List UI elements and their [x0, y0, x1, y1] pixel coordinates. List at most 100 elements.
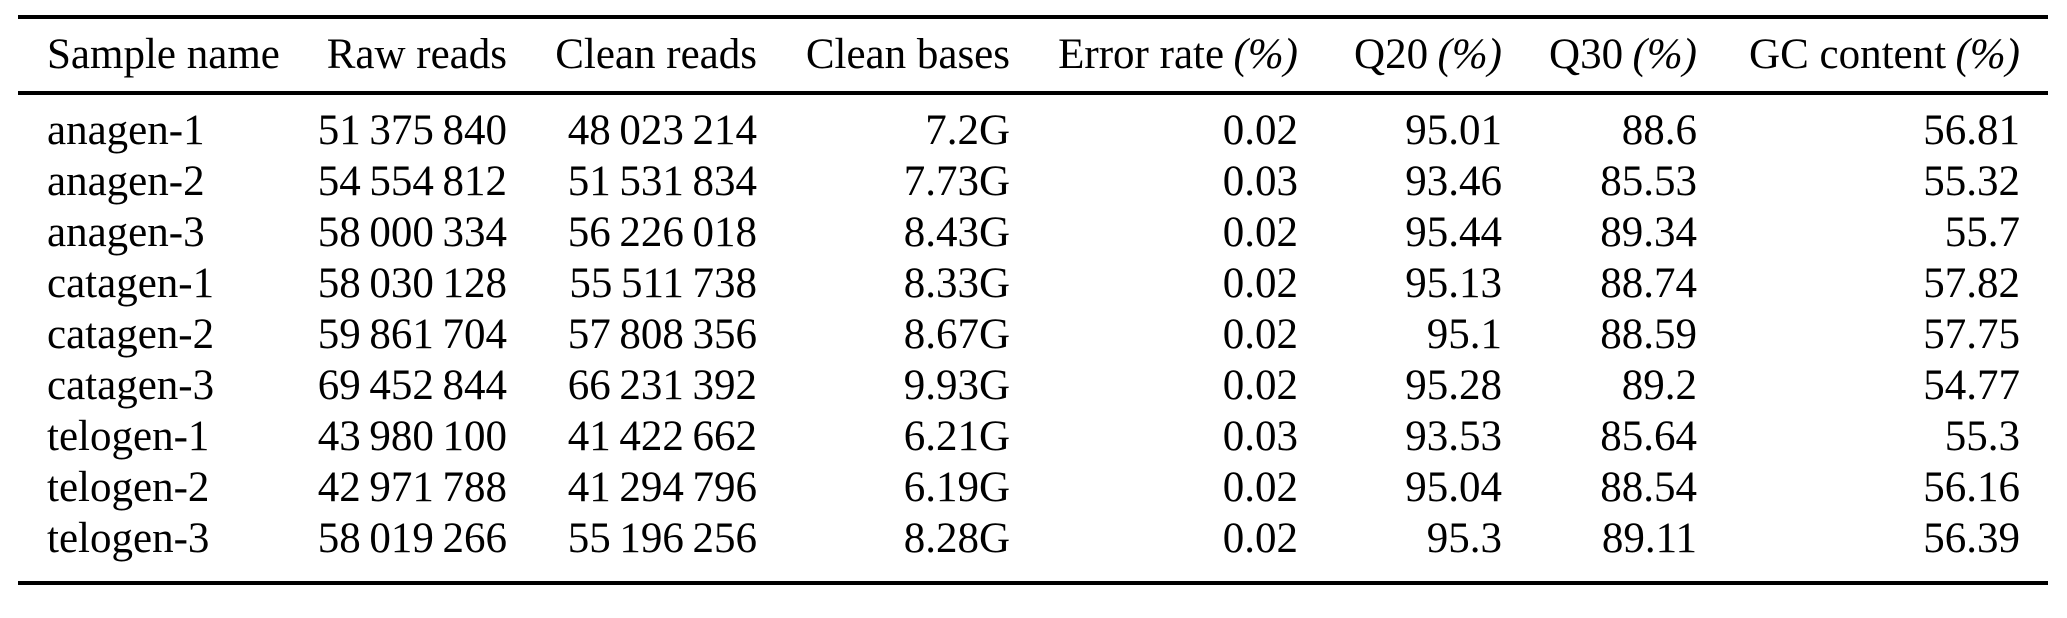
gc-content-cell: 56.81	[1923, 106, 2020, 154]
column-header-label: Clean bases	[805, 31, 1010, 79]
raw-reads-cell: 69 452 844	[317, 361, 507, 409]
clean-bases-cell: 7.2G	[925, 106, 1010, 154]
q20-cell: 93.46	[1405, 157, 1502, 205]
sample-name-cell: anagen-1	[47, 106, 205, 154]
column-header-label: Clean reads	[555, 31, 757, 79]
clean-reads-cell: 55 511 738	[569, 259, 757, 307]
gc-content-cell: 56.39	[1923, 514, 2020, 562]
raw-reads-cell: 54 554 812	[317, 157, 507, 205]
table-row: anagen-1 51 375 840 48 023 214 7.2G 0.02…	[18, 105, 2048, 156]
q20-cell: 95.3	[1426, 514, 1502, 562]
clean-bases-cell: 8.28G	[903, 514, 1010, 562]
column-header-unit: (%)	[1955, 31, 2020, 79]
q20-cell: 93.53	[1405, 412, 1502, 460]
q20-cell: 95.04	[1405, 463, 1502, 511]
clean-reads-cell: 41 422 662	[567, 412, 757, 460]
table-row: catagen-1 58 030 128 55 511 738 8.33G 0.…	[18, 258, 2048, 309]
q30-cell: 85.53	[1600, 157, 1697, 205]
sample-name-cell: telogen-2	[47, 463, 210, 511]
error-rate-cell: 0.02	[1222, 259, 1298, 307]
raw-reads-cell: 43 980 100	[317, 412, 507, 460]
error-rate-cell: 0.02	[1222, 361, 1298, 409]
clean-bases-cell: 6.19G	[903, 463, 1010, 511]
error-rate-cell: 0.02	[1222, 463, 1298, 511]
column-header-gc-content: GC content (%)	[1697, 19, 2048, 95]
gc-content-cell: 56.16	[1923, 463, 2020, 511]
table-row: anagen-3 58 000 334 56 226 018 8.43G 0.0…	[18, 207, 2048, 258]
gc-content-cell: 55.32	[1923, 157, 2020, 205]
clean-reads-cell: 56 226 018	[567, 208, 757, 256]
sample-name-cell: telogen-3	[47, 514, 210, 562]
table-row: telogen-3 58 019 266 55 196 256 8.28G 0.…	[18, 513, 2048, 564]
header-row: Sample name Raw reads Clean reads Clean …	[18, 19, 2048, 95]
gc-content-cell: 55.7	[1944, 208, 2020, 256]
clean-bases-cell: 8.43G	[903, 208, 1010, 256]
column-header-q20: Q20 (%)	[1298, 19, 1502, 95]
sample-name-cell: catagen-1	[47, 259, 215, 307]
gc-content-cell: 57.75	[1923, 310, 2020, 358]
sample-name-cell: anagen-2	[47, 157, 205, 205]
q20-cell: 95.01	[1405, 106, 1502, 154]
column-header-q30: Q30 (%)	[1502, 19, 1697, 95]
clean-bases-cell: 9.93G	[903, 361, 1010, 409]
sequencing-qc-table: Sample name Raw reads Clean reads Clean …	[18, 19, 2048, 564]
table-row: catagen-2 59 861 704 57 808 356 8.67G 0.…	[18, 309, 2048, 360]
raw-reads-cell: 51 375 840	[317, 106, 507, 154]
column-header-unit: (%)	[1233, 31, 1298, 79]
qc-summary-table-figure: Sample name Raw reads Clean reads Clean …	[18, 15, 2048, 585]
column-header-label: GC content	[1749, 31, 1947, 79]
q30-cell: 88.74	[1600, 259, 1697, 307]
table-body: anagen-1 51 375 840 48 023 214 7.2G 0.02…	[18, 93, 2048, 564]
column-header-clean-reads: Clean reads	[507, 19, 757, 95]
table-row: catagen-3 69 452 844 66 231 392 9.93G 0.…	[18, 360, 2048, 411]
clean-reads-cell: 66 231 392	[567, 361, 757, 409]
column-header-error-rate: Error rate (%)	[1010, 19, 1298, 95]
q30-cell: 88.59	[1600, 310, 1697, 358]
table-top-rule	[18, 15, 2048, 19]
q20-cell: 95.28	[1405, 361, 1502, 409]
clean-reads-cell: 41 294 796	[567, 463, 757, 511]
column-header-label: Raw reads	[326, 31, 507, 79]
gc-content-cell: 55.3	[1944, 412, 2020, 460]
column-header-raw-reads: Raw reads	[298, 19, 507, 95]
raw-reads-cell: 42 971 788	[317, 463, 507, 511]
raw-reads-cell: 59 861 704	[317, 310, 507, 358]
error-rate-cell: 0.02	[1222, 310, 1298, 358]
error-rate-cell: 0.02	[1222, 514, 1298, 562]
q30-cell: 89.2	[1621, 361, 1697, 409]
q30-cell: 89.34	[1600, 208, 1697, 256]
column-header-unit: (%)	[1437, 31, 1502, 79]
sample-name-cell: telogen-1	[47, 412, 210, 460]
table-header: Sample name Raw reads Clean reads Clean …	[18, 19, 2048, 95]
clean-bases-cell: 6.21G	[903, 412, 1010, 460]
spacer-cell	[18, 93, 2048, 105]
q20-cell: 95.13	[1405, 259, 1502, 307]
column-header-clean-bases: Clean bases	[757, 19, 1010, 95]
clean-reads-cell: 51 531 834	[567, 157, 757, 205]
q30-cell: 88.54	[1600, 463, 1697, 511]
sample-name-cell: catagen-3	[47, 361, 215, 409]
error-rate-cell: 0.03	[1222, 157, 1298, 205]
clean-bases-cell: 8.33G	[903, 259, 1010, 307]
q20-cell: 95.1	[1426, 310, 1502, 358]
column-header-label: Q20	[1354, 31, 1429, 79]
error-rate-cell: 0.02	[1222, 208, 1298, 256]
q20-cell: 95.44	[1405, 208, 1502, 256]
sample-name-cell: anagen-3	[47, 208, 205, 256]
raw-reads-cell: 58 019 266	[317, 514, 507, 562]
table-row: anagen-2 54 554 812 51 531 834 7.73G 0.0…	[18, 156, 2048, 207]
table-row: telogen-2 42 971 788 41 294 796 6.19G 0.…	[18, 462, 2048, 513]
q30-cell: 89.11	[1601, 514, 1697, 562]
clean-reads-cell: 57 808 356	[567, 310, 757, 358]
clean-reads-cell: 48 023 214	[567, 106, 757, 154]
column-header-label: Sample name	[47, 31, 280, 79]
table-row: telogen-1 43 980 100 41 422 662 6.21G 0.…	[18, 411, 2048, 462]
q30-cell: 88.6	[1621, 106, 1697, 154]
gc-content-cell: 54.77	[1923, 361, 2020, 409]
clean-bases-cell: 7.73G	[903, 157, 1010, 205]
column-header-label: Q30	[1549, 31, 1624, 79]
spacer-row	[18, 93, 2048, 105]
raw-reads-cell: 58 030 128	[317, 259, 507, 307]
bottom-gap	[18, 564, 2048, 581]
column-header-label: Error rate	[1058, 31, 1225, 79]
